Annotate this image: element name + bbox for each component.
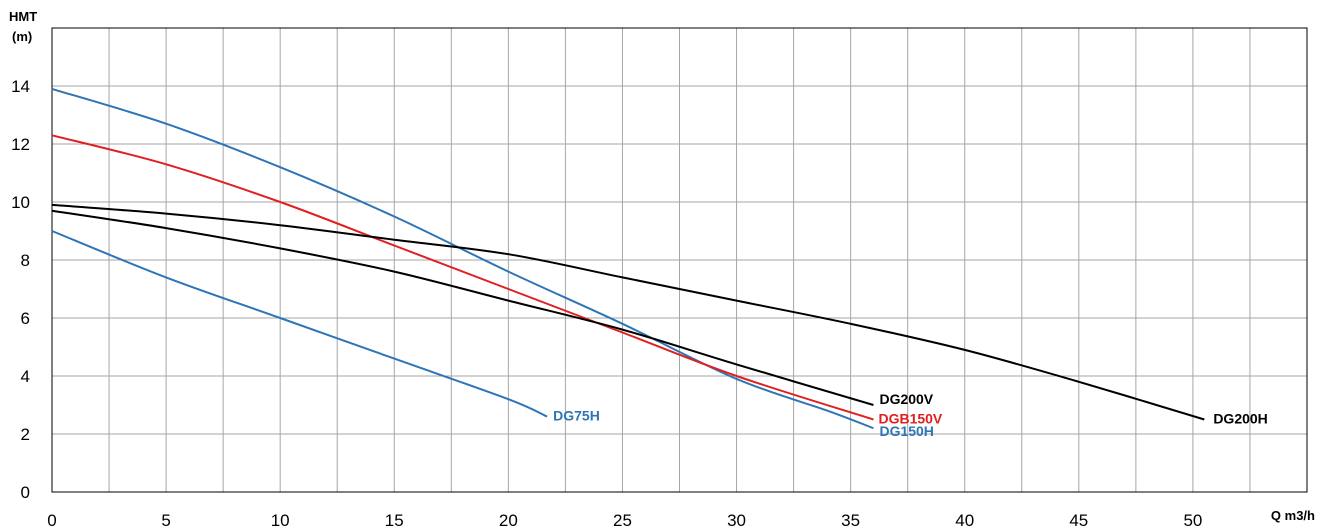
x-tick-label: 10: [271, 511, 290, 528]
x-tick-label: 45: [1069, 511, 1088, 528]
y-tick-label: 10: [11, 193, 30, 212]
x-axis-title: Q m3/h: [1271, 508, 1315, 523]
x-tick-label: 20: [499, 511, 518, 528]
x-tick-label: 30: [727, 511, 746, 528]
y-axis-title-line2: (m): [12, 29, 32, 44]
y-tick-label: 8: [21, 251, 30, 270]
x-tick-label: 15: [385, 511, 404, 528]
x-tick-label: 40: [955, 511, 974, 528]
y-tick-label: 6: [21, 309, 30, 328]
x-tick-labels: 0 5 10 15 20 25 30 35 40 45 50: [47, 511, 1202, 528]
y-tick-label: 14: [11, 77, 30, 96]
plot-frame: [51, 27, 1308, 493]
x-tick-label: 25: [613, 511, 632, 528]
y-tick-label: 12: [11, 135, 30, 154]
grid: [52, 28, 1307, 492]
y-tick-labels: 0 2 4 6 8 10 12 14: [11, 77, 30, 502]
series-label-dg150h: DG150H: [879, 423, 933, 439]
series-line-dg200v: [51, 209, 874, 406]
series-label-dgb150v: DGB150V: [878, 411, 942, 427]
x-tick-label: 50: [1183, 511, 1202, 528]
series-lines: [51, 87, 1205, 430]
y-axis-title-line1: HMT: [9, 9, 37, 24]
series-label-dg200v: DG200V: [879, 391, 933, 407]
series-line-dgb150v: [51, 134, 874, 421]
series-label-dg75h: DG75H: [553, 408, 600, 424]
series-line-dg150h: [51, 87, 874, 430]
y-tick-label: 2: [21, 425, 30, 444]
y-tick-label: 4: [21, 367, 30, 386]
series-line-dg75h: [51, 230, 548, 418]
series-line-dg200h: [51, 203, 1205, 421]
series-label-dg200h: DG200H: [1213, 411, 1267, 427]
x-tick-label: 0: [47, 511, 56, 528]
x-tick-label: 5: [161, 511, 170, 528]
x-tick-label: 35: [841, 511, 860, 528]
y-tick-label: 0: [21, 483, 30, 502]
